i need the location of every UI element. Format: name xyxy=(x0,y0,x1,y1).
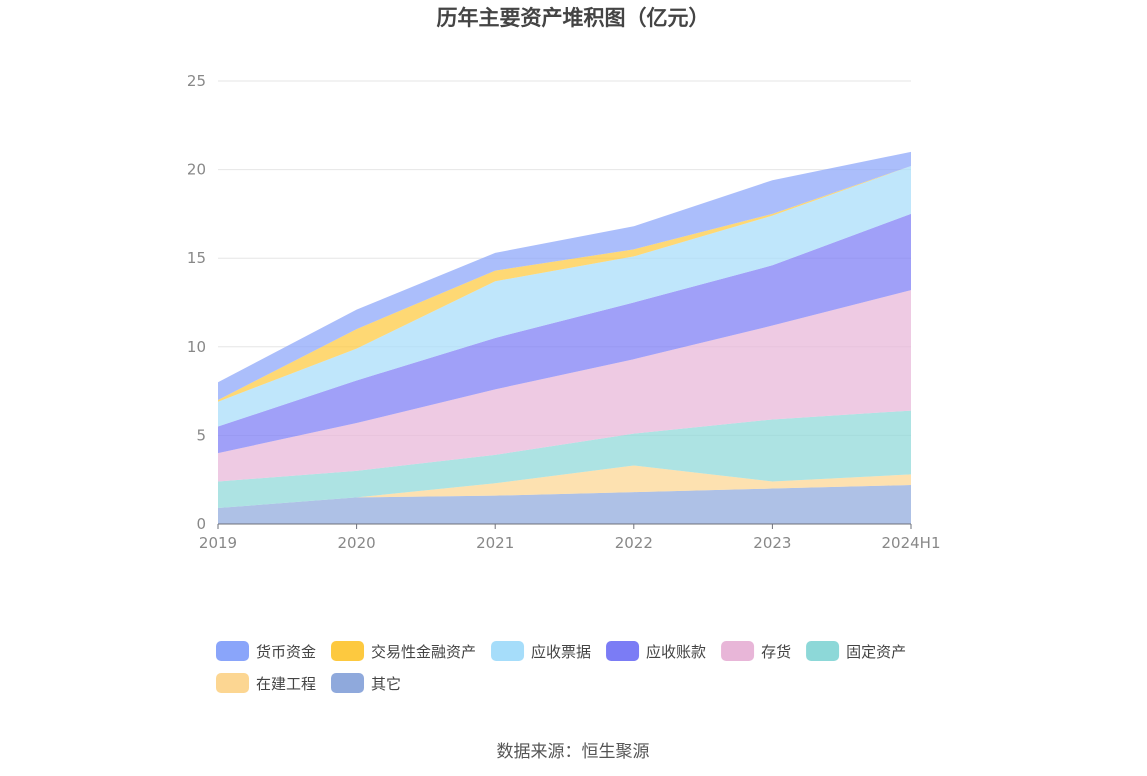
legend-item[interactable]: 应收票据 xyxy=(491,641,591,661)
legend-swatch xyxy=(216,641,249,661)
y-tick-label: 15 xyxy=(187,249,206,267)
area-4 xyxy=(218,213,911,454)
legend-swatch xyxy=(721,641,755,661)
y-tick-label: 5 xyxy=(196,426,206,444)
legend-label: 其它 xyxy=(371,675,401,693)
legend-label: 货币资金 xyxy=(256,643,316,661)
legend-item[interactable]: 交易性金融资产 xyxy=(331,641,476,661)
legend-swatch xyxy=(331,641,365,661)
x-tick-label: 2019 xyxy=(199,534,237,552)
legend-label: 交易性金融资产 xyxy=(371,643,476,661)
legend-label: 固定资产 xyxy=(846,643,906,661)
x-tick-label: 2021 xyxy=(476,534,514,552)
y-tick-label: 10 xyxy=(187,338,206,356)
area-0 xyxy=(218,485,911,524)
chart-title: 历年主要资产堆积图（亿元） xyxy=(437,6,710,30)
area-2 xyxy=(218,410,911,509)
y-tick-label: 0 xyxy=(196,515,206,533)
x-tick-label: 2023 xyxy=(753,534,791,552)
legend-swatch xyxy=(216,673,249,693)
legend-item[interactable]: 应收账款 xyxy=(606,641,706,661)
legend-swatch xyxy=(331,673,365,693)
legend-swatch xyxy=(491,641,525,661)
axes: 0 5 10 15 20 25 2019 2020 2021 2022 2023 2024H1 xyxy=(187,72,941,552)
legend-label: 在建工程 xyxy=(256,675,316,693)
legend-item[interactable]: 固定资产 xyxy=(806,641,906,661)
x-tick-label: 2020 xyxy=(338,534,376,552)
legend-item[interactable]: 存货 xyxy=(721,641,791,661)
area-3 xyxy=(218,290,911,482)
legend-item[interactable]: 货币资金 xyxy=(216,641,316,661)
area-6 xyxy=(218,166,911,402)
legend-item[interactable]: 在建工程 xyxy=(216,673,316,693)
legend-swatch xyxy=(606,641,640,661)
area-7 xyxy=(218,151,911,400)
x-tick-label: 2022 xyxy=(615,534,653,552)
legend-label: 应收票据 xyxy=(531,643,591,661)
area-series xyxy=(218,151,911,524)
y-tick-label: 20 xyxy=(187,161,206,179)
legend-label: 存货 xyxy=(761,643,791,661)
legend-label: 应收账款 xyxy=(646,643,706,661)
area-5 xyxy=(218,166,911,427)
data-source-note: 数据来源：恒生聚源 xyxy=(497,742,650,762)
x-tick-label: 2024H1 xyxy=(882,534,941,552)
legend-item[interactable]: 其它 xyxy=(331,673,401,693)
legend-swatch xyxy=(806,641,840,661)
area-1 xyxy=(218,465,911,509)
y-tick-label: 25 xyxy=(187,72,206,90)
